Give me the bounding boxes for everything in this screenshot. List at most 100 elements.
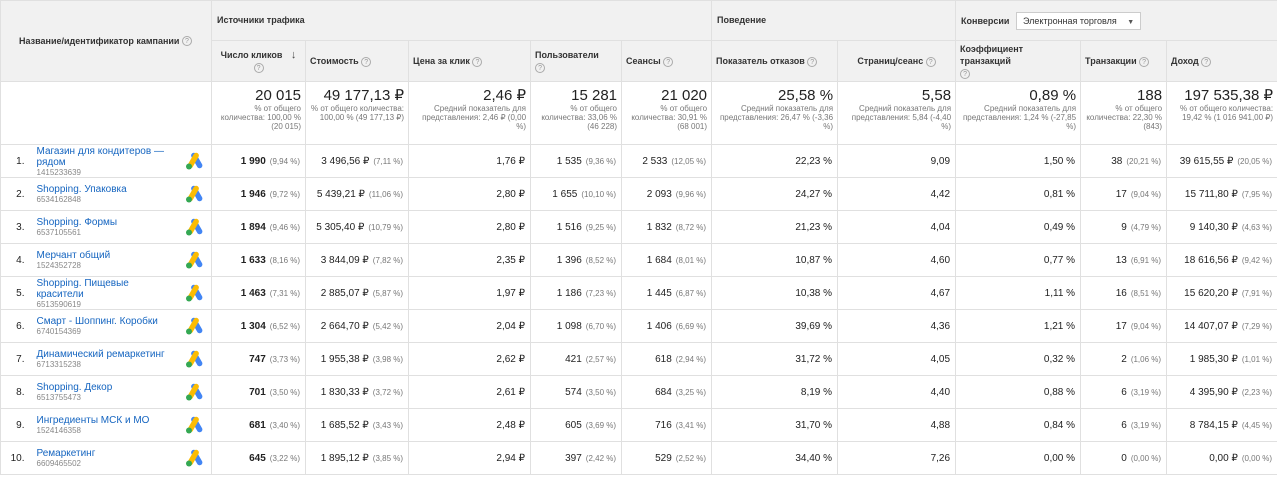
campaign-name-header[interactable]: Название/идентификатор кампании ? (0, 0, 213, 82)
col-transactions[interactable]: Транзакции ? (1080, 40, 1168, 82)
help-icon[interactable]: ? (535, 62, 546, 73)
col-pages[interactable]: Страниц/сеанс ? (837, 40, 957, 82)
users-value: 1 516 (556, 221, 582, 233)
cost-percent: (11,06 %) (368, 189, 404, 199)
help-icon[interactable]: ? (181, 36, 192, 47)
clicks-value: 681 (249, 419, 266, 431)
users-value: 1 655 (552, 188, 578, 200)
cell-convrate: 0,49 % (955, 210, 1082, 244)
campaign-name-link[interactable]: Shopping. Пищевые красители (36, 277, 129, 300)
col-sessions[interactable]: Сеансы ? (621, 40, 713, 82)
revenue-percent: (9,42 %) (1241, 255, 1273, 265)
col-bounce[interactable]: Показатель отказов ? (711, 40, 839, 82)
google-ads-icon (186, 350, 203, 368)
cell-cost: 5 305,40 ₽ (10,79 %) (305, 210, 410, 244)
cpc-value: 2,62 ₽ (496, 353, 526, 365)
campaign-name-link[interactable]: Магазин для кондитеров — рядом (36, 145, 164, 168)
campaign-id: 6609465502 (36, 459, 82, 468)
clicks-value: 1 946 (240, 188, 266, 200)
cell-users: 1 516 (9,25 %) (530, 210, 623, 244)
chevron-down-icon: ▼ (1127, 18, 1135, 26)
campaign-name-link[interactable]: Shopping. Декор (36, 382, 113, 393)
transactions-value: 6 (1121, 419, 1127, 431)
table-row[interactable]: 6. Смарт - Шоппинг. Коробки 6740154369 1 30… (0, 309, 1277, 343)
campaign-name-link[interactable]: Shopping. Формы (36, 217, 118, 228)
cell-revenue: 15 620,20 ₽ (7,91 %) (1166, 276, 1277, 310)
help-icon[interactable]: ? (1201, 56, 1212, 67)
clicks-value: 1 304 (240, 320, 266, 332)
cell-bounce: 31,70 % (711, 408, 839, 442)
col-cpc-label: Цена за клик (413, 56, 470, 66)
cell-users: 574 (3,50 %) (530, 375, 623, 409)
table-row[interactable]: 2. Shopping. Упаковка 6534162848 1 946 (9,72… (0, 177, 1277, 211)
help-icon[interactable]: ? (361, 56, 372, 67)
totals-row: 20 015% от общего количества: 100,00 % (… (0, 81, 1277, 145)
cost-percent: (10,79 %) (368, 222, 404, 232)
cost-percent: (5,87 %) (372, 288, 404, 298)
col-users[interactable]: Пользователи? (530, 40, 623, 82)
cell-transactions: 16 (8,51 %) (1080, 276, 1168, 310)
campaign-name-link[interactable]: Ремаркетинг (36, 448, 96, 459)
sessions-value: 1 832 (646, 221, 672, 233)
users-value: 574 (565, 386, 582, 398)
cell-sessions: 1 445 (6,87 %) (621, 276, 713, 310)
table-row[interactable]: 4. Мерчант общий 1524352728 1 633 (8,16 %) 3 … (0, 243, 1277, 277)
cell-clicks: 1 946 (9,72 %) (211, 177, 307, 211)
cell-pages: 4,67 (837, 276, 957, 310)
transactions-percent: (20,21 %) (1126, 156, 1162, 166)
campaign-name-link[interactable]: Смарт - Шоппинг. Коробки (36, 316, 158, 327)
help-icon[interactable]: ? (960, 68, 971, 79)
help-icon[interactable]: ? (253, 62, 264, 73)
users-percent: (2,57 %) (585, 354, 617, 364)
col-cost[interactable]: Стоимость ? (305, 40, 410, 82)
cell-sessions: 2 093 (9,96 %) (621, 177, 713, 211)
bounce-value: 39,69 % (795, 320, 833, 332)
transactions-value: 13 (1115, 254, 1127, 266)
cell-pages: 4,05 (837, 342, 957, 376)
sort-down-arrow-icon[interactable]: ↓ (290, 49, 297, 61)
table-row[interactable]: 10. Ремаркетинг 6609465502 645 (3,22 %) 1 895… (0, 441, 1277, 475)
conversions-type-select[interactable]: Электронная торговля ▼ (1015, 11, 1142, 30)
campaign-name-link[interactable]: Динамический ремаркетинг (36, 349, 165, 360)
behavior-group: Поведение (711, 0, 957, 41)
col-clicks-label: Число кликов (220, 50, 283, 60)
cell-clicks: 1 990 (9,94 %) (211, 144, 307, 178)
sessions-value: 716 (655, 419, 672, 431)
help-icon[interactable]: ? (925, 56, 936, 67)
col-clicks[interactable]: Число кликов ↓ ? (211, 40, 307, 82)
table-row[interactable]: 8. Shopping. Декор 6513755473 701 (3,50 %) 1 … (0, 375, 1277, 409)
sessions-percent: (8,72 %) (675, 222, 707, 232)
campaign-name-link[interactable]: Мерчант общий (36, 250, 111, 261)
users-value: 605 (565, 419, 582, 431)
cell-cost: 3 844,09 ₽ (7,82 %) (305, 243, 410, 277)
help-icon[interactable]: ? (1139, 56, 1150, 67)
col-revenue[interactable]: Доход ? (1166, 40, 1277, 82)
cpc-value: 2,04 ₽ (496, 320, 526, 332)
cell-sessions: 1 832 (8,72 %) (621, 210, 713, 244)
bounce-value: 24,27 % (795, 188, 833, 200)
table-row[interactable]: 1. Магазин для кондитеров — рядом 14152336… (0, 144, 1277, 178)
revenue-value: 15 711,80 ₽ (1184, 188, 1238, 200)
cost-value: 3 496,56 ₽ (321, 155, 370, 167)
help-icon[interactable]: ? (807, 56, 818, 67)
table-row[interactable]: 9. Ингредиенты МСК и МО 1524146358 681 (3,40… (0, 408, 1277, 442)
transactions-percent: (3,19 %) (1130, 420, 1162, 430)
campaign-cell: Shopping. Формы 6537105561 (32, 210, 213, 244)
campaign-name-link[interactable]: Ингредиенты МСК и МО (36, 415, 150, 426)
cost-value: 5 305,40 ₽ (316, 221, 365, 233)
help-icon[interactable]: ? (472, 56, 483, 67)
users-value: 1 186 (556, 287, 582, 299)
clicks-percent: (9,94 %) (269, 156, 301, 166)
row-index: 6. (0, 309, 33, 343)
table-row[interactable]: 7. Динамический ремаркетинг 6713315238 747(… (0, 342, 1277, 376)
help-icon[interactable]: ? (663, 56, 674, 67)
campaign-name-link[interactable]: Shopping. Упаковка (36, 184, 127, 195)
pages-value: 4,05 (930, 353, 951, 365)
col-cpc[interactable]: Цена за клик ? (408, 40, 532, 82)
col-convrate[interactable]: Коэффициент транзакций? (955, 40, 1082, 82)
table-row[interactable]: 3. Shopping. Формы 6537105561 1 894 (9,46 %)… (0, 210, 1277, 244)
table-row[interactable]: 5. Shopping. Пищевые красители 6513590619 1… (0, 276, 1277, 310)
total-bounce-note: Средний показатель для представления: 26… (719, 104, 834, 131)
transactions-value: 16 (1115, 287, 1127, 299)
cell-transactions: 9 (4,79 %) (1080, 210, 1168, 244)
